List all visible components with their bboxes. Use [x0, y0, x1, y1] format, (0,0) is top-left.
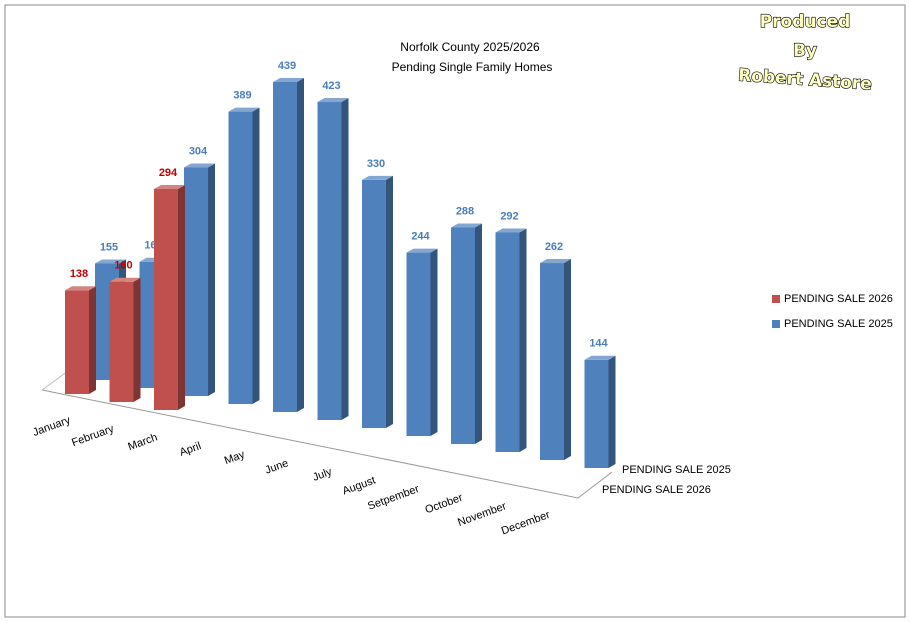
- bar-top: [65, 286, 96, 291]
- bar-top: [451, 223, 482, 228]
- bar-top: [228, 107, 260, 112]
- bar-side: [564, 259, 571, 460]
- bar-front: [406, 252, 431, 436]
- bar-top: [584, 355, 616, 360]
- annotation: By: [793, 41, 817, 61]
- bar-side: [386, 175, 393, 428]
- bar-top: [406, 248, 438, 253]
- bar-side: [252, 107, 260, 404]
- bar-front: [273, 82, 297, 412]
- bar-front: [109, 281, 134, 402]
- annotation: Produced: [760, 12, 851, 32]
- bar-top: [317, 98, 349, 103]
- bar-top: [154, 184, 185, 189]
- bar-side: [208, 163, 215, 396]
- data-label: 294: [159, 167, 178, 179]
- bar: [273, 78, 304, 412]
- data-label: 423: [322, 80, 340, 92]
- bar-front: [451, 227, 475, 444]
- bar-side: [178, 184, 185, 410]
- bar: [362, 175, 393, 428]
- bar-side: [341, 98, 349, 420]
- floor-edge: [41, 389, 613, 499]
- legend-label: PENDING SALE 2026: [784, 293, 893, 305]
- depth-tick-label: PENDING SALE 2025: [622, 464, 731, 476]
- bar: [406, 248, 438, 436]
- data-label: 439: [278, 60, 296, 72]
- bar: [451, 223, 482, 444]
- bar: [65, 286, 96, 394]
- bar-top: [184, 163, 215, 168]
- bar-front: [317, 102, 342, 420]
- bar-side: [475, 223, 482, 444]
- bar-side: [297, 78, 304, 412]
- bar-side: [608, 355, 616, 468]
- bar-top: [95, 259, 126, 264]
- data-label: 292: [500, 210, 518, 222]
- data-label: 144: [589, 338, 608, 350]
- legend-swatch: [772, 320, 780, 328]
- bar-top: [273, 78, 304, 82]
- bar-top: [495, 228, 527, 233]
- bar: [228, 107, 260, 404]
- bar-front: [362, 179, 386, 428]
- bar-front: [154, 188, 178, 410]
- bar: [154, 184, 185, 410]
- bar-front: [228, 111, 253, 404]
- bar-top: [362, 175, 393, 180]
- bar-top: [109, 277, 141, 282]
- bar: [317, 98, 349, 420]
- chart-subtitle: Pending Single Family Homes: [392, 60, 553, 74]
- chart-title: Norfolk County 2025/2026: [400, 40, 540, 54]
- bar-side: [133, 277, 141, 402]
- data-label: 288: [456, 205, 474, 217]
- bar: [540, 259, 571, 460]
- data-label: 304: [189, 145, 208, 157]
- bar-top: [540, 259, 571, 264]
- data-label: 155: [100, 241, 118, 253]
- legend-label: PENDING SALE 2025: [784, 318, 893, 330]
- data-label: 160: [114, 260, 132, 272]
- bar: [495, 228, 527, 452]
- bar-front: [584, 359, 609, 468]
- bar-front: [65, 290, 89, 394]
- bar-side: [519, 228, 527, 452]
- bar: [184, 163, 215, 396]
- bar-front: [495, 232, 520, 452]
- legend-swatch: [772, 295, 780, 303]
- data-label: 262: [545, 241, 563, 253]
- bar-side: [89, 286, 96, 394]
- data-label: 389: [233, 89, 251, 101]
- data-label: 138: [70, 268, 88, 280]
- bar: [584, 355, 616, 468]
- bar-front: [184, 167, 208, 396]
- bar-front: [540, 263, 564, 460]
- data-label: 244: [411, 230, 430, 242]
- bar-side: [430, 248, 438, 436]
- bar: [109, 277, 141, 402]
- data-label: 330: [367, 158, 385, 170]
- depth-tick-label: PENDING SALE 2026: [602, 484, 711, 496]
